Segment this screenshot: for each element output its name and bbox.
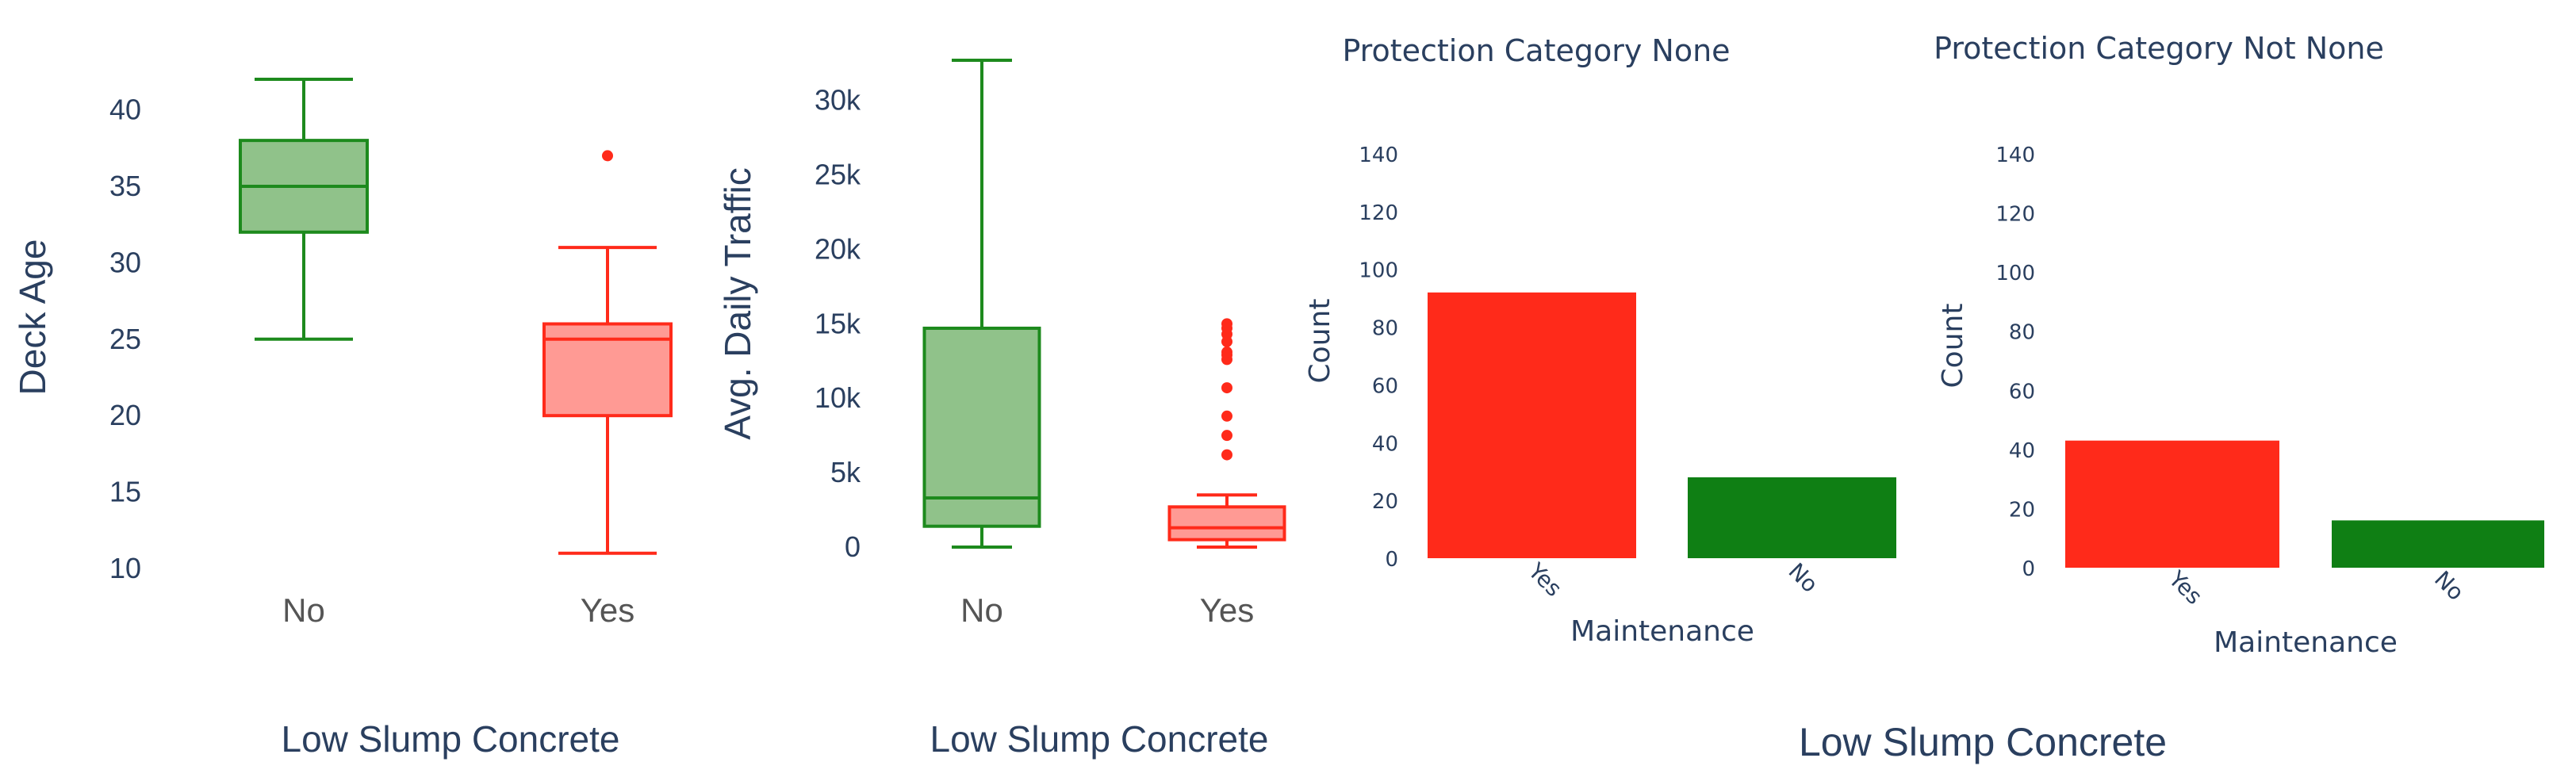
protection-none-ytick-label: 80 (1372, 317, 1398, 341)
traffic-yes-category-label: Yes (1200, 591, 1255, 629)
protection-none-chart-title: Protection Category None (1342, 33, 1730, 68)
panel2-x-title: Low Slump Concrete (930, 718, 1269, 760)
protection-none-ytick-label: 40 (1372, 432, 1398, 456)
protection-none-ytick-label: 60 (1372, 374, 1398, 398)
traffic-y-axis-title: Avg. Daily Traffic (717, 167, 758, 439)
traffic-ytick-label: 15k (815, 307, 861, 339)
traffic-yes-outlier-point (1221, 449, 1232, 461)
protection-not-none-bar-yes (2065, 440, 2279, 568)
protection-none-y-axis-title: Count (1304, 299, 1336, 384)
protection-none-ytick-label: 100 (1359, 259, 1398, 283)
traffic-ytick-label: 20k (815, 232, 861, 265)
panel1-x-title: Low Slump Concrete (282, 718, 620, 760)
protection-none-ytick-label: 120 (1359, 201, 1398, 225)
protection-none-category-label: No (1784, 558, 1823, 598)
protection-not-none-ytick-label: 20 (2009, 498, 2035, 522)
protection-not-none-category-label: Yes (2163, 565, 2207, 610)
protection-not-none-ytick-label: 40 (2009, 439, 2035, 463)
protection-not-none-x-axis-title: Maintenance (2214, 626, 2398, 659)
traffic-no-box (922, 326, 1041, 528)
protection-none-bar-no (1688, 477, 1896, 558)
traffic-ytick-label: 5k (830, 456, 861, 488)
protection-none-bar-yes (1428, 292, 1636, 558)
protection-not-none-ytick-label: 120 (1995, 203, 2035, 227)
traffic-no-category-label: No (960, 591, 1003, 629)
deck-age-ytick-label: 20 (109, 399, 141, 431)
deck-age-ytick-label: 30 (109, 246, 141, 278)
traffic-yes-outlier-point (1221, 410, 1232, 422)
protection-not-none-category-label: No (2429, 566, 2469, 606)
traffic-ytick-label: 30k (815, 84, 861, 117)
protection-not-none-y-axis-title: Count (1937, 304, 1969, 389)
protection-not-none-ytick-label: 140 (1995, 144, 2035, 167)
deck-age-ytick-label: 35 (109, 170, 141, 202)
deck-age-ytick-label: 25 (109, 323, 141, 355)
traffic-ytick-label: 0 (845, 530, 861, 563)
traffic-yes-outlier-point (1221, 318, 1232, 330)
traffic-yes-box (1167, 505, 1286, 542)
protection-not-none-ytick-label: 80 (2009, 321, 2035, 345)
traffic-yes-outlier-point (1221, 382, 1232, 394)
deck-age-ytick-label: 15 (109, 476, 141, 508)
deck-age-no-category-label: No (282, 591, 325, 629)
deck-age-yes-outlier-point (602, 150, 613, 162)
traffic-yes-outlier-point (1221, 346, 1232, 358)
deck-age-yes-category-label: Yes (581, 591, 635, 629)
traffic-ytick-label: 10k (815, 381, 861, 414)
protection-not-none-chart-title: Protection Category Not None (1934, 31, 2384, 66)
traffic-yes-outlier-point (1221, 430, 1232, 442)
protection-none-ytick-label: 0 (1385, 548, 1398, 572)
protection-none-ytick-label: 20 (1372, 490, 1398, 514)
protection-not-none-ytick-label: 0 (2022, 557, 2035, 581)
protection-none-ytick-label: 140 (1359, 144, 1398, 167)
protection-not-none-ytick-label: 100 (1995, 262, 2035, 285)
right-group-x-title: Low Slump Concrete (1799, 720, 2167, 764)
protection-not-none-bar-no (2332, 520, 2544, 568)
deck-age-ytick-label: 40 (109, 94, 141, 126)
protection-not-none-ytick-label: 60 (2009, 380, 2035, 404)
traffic-ytick-label: 25k (815, 159, 861, 191)
protection-none-x-axis-title: Maintenance (1570, 615, 1754, 648)
deck-age-y-axis-title: Deck Age (12, 239, 53, 396)
protection-none-category-label: Yes (1523, 557, 1567, 602)
deck-age-ytick-label: 10 (109, 552, 141, 584)
